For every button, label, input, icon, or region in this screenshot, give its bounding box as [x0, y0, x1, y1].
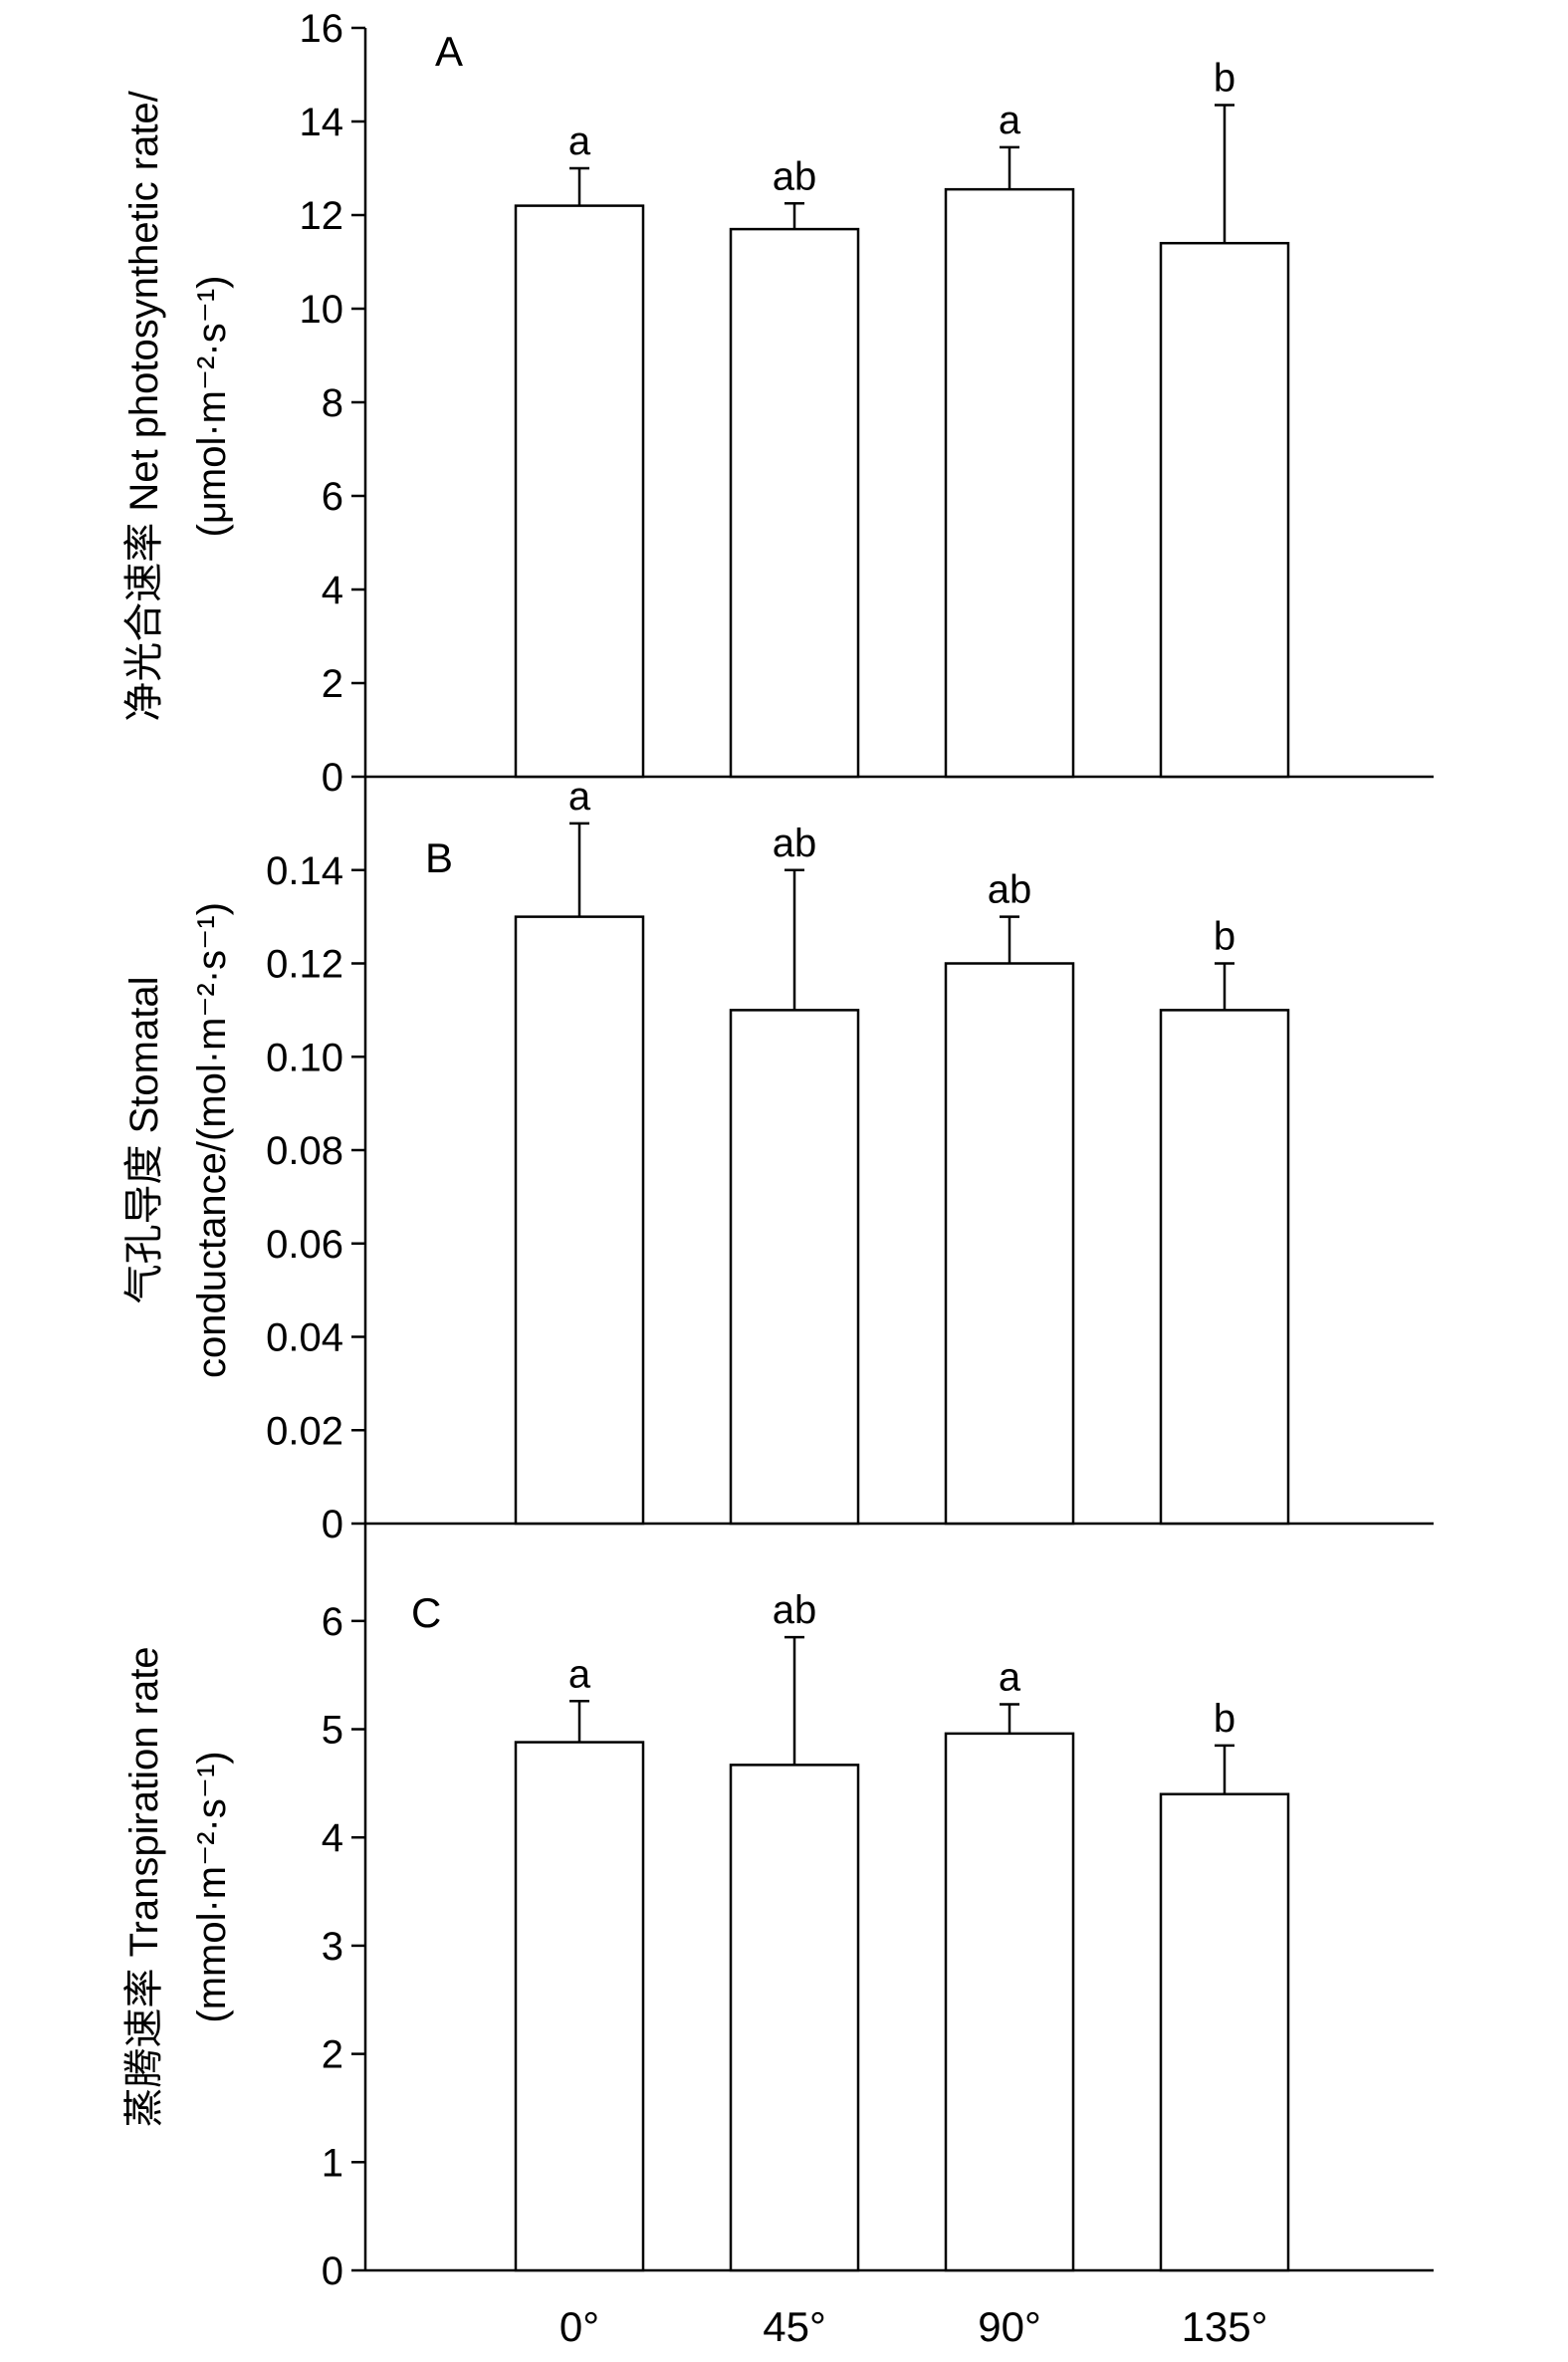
panel-b-y-tick-label: 0: [322, 1503, 343, 1546]
panel-a-significance-label: a: [999, 99, 1021, 142]
panel-c: C 蒸腾速率 Transpiration rate (mmol·m⁻²·s⁻¹): [122, 1589, 441, 2128]
panel-a-y-tick-label: 2: [322, 662, 343, 706]
panel-b-y-tick-label: 0.14: [266, 849, 343, 893]
panel-b-significance-label: a: [568, 775, 591, 819]
panel-b-letter: B: [425, 834, 453, 881]
panel-c-ylabel-line1: 蒸腾速率 Transpiration rate: [122, 1646, 166, 2127]
panel-a-ylabel-line2: (μmol·m⁻²·s⁻¹): [190, 276, 234, 538]
panel-a-ylabel: 净光合速率 Net photosynthetic rate/ (μmol·m⁻²…: [122, 90, 234, 721]
panel-c-bar: [514, 1741, 645, 2272]
panel-a: A 净光合速率 Net photosynthetic rate/ (μmol·m…: [122, 28, 463, 722]
panel-b: B 气孔导度 Stomatal conductance/(mol·m⁻²·s⁻¹…: [122, 834, 453, 1378]
panel-b-significance-label: b: [1214, 915, 1235, 959]
panel-a-y-tick-label: 12: [300, 194, 344, 238]
panel-c-y-tick-label: 1: [322, 2141, 343, 2185]
panel-b-bar: [729, 1009, 860, 1526]
panel-b-significance-label: ab: [773, 822, 817, 865]
panel-b-y-tick-label: 0.08: [266, 1129, 343, 1173]
panel-b-plot: 0 0.02 0.04 0.06 0.08 0.10 0.12 0.14 a ab ab b: [266, 775, 1434, 1546]
panel-a-y-tick-label: 16: [300, 7, 344, 51]
panel-a-y-tick-label: 6: [322, 475, 343, 519]
panel-c-significance-label: ab: [773, 1588, 817, 1632]
panel-a-ylabel-line1: 净光合速率 Net photosynthetic rate/: [122, 90, 166, 721]
panel-a-letter: A: [435, 28, 463, 75]
panel-b-y-tick-label: 0.12: [266, 943, 343, 987]
panel-c-y-tick-label: 5: [322, 1709, 343, 1753]
panel-c-y-tick-label: 4: [322, 1816, 343, 1860]
panel-c-significance-label: b: [1214, 1697, 1235, 1741]
x-category-label: 45°: [763, 2303, 826, 2350]
panel-b-y-tick-label: 0.10: [266, 1036, 343, 1079]
panel-a-y-tick-label: 14: [300, 101, 344, 144]
panel-b-y-tick-label: 0.02: [266, 1409, 343, 1453]
x-axis-labels: 0° 45° 90° 135°: [560, 2303, 1268, 2350]
panel-c-ylabel: 蒸腾速率 Transpiration rate (mmol·m⁻²·s⁻¹): [122, 1646, 234, 2127]
panel-a-y-tick-label: 10: [300, 288, 344, 332]
panel-b-ylabel: 气孔导度 Stomatal conductance/(mol·m⁻²·s⁻¹): [122, 902, 234, 1378]
panel-b-significance-label: ab: [988, 868, 1032, 912]
panel-a-significance-label: b: [1214, 57, 1235, 101]
panel-c-significance-label: a: [999, 1656, 1021, 1700]
panel-c-significance-label: a: [568, 1652, 591, 1696]
panel-a-bar: [944, 187, 1075, 779]
panel-a-significance-label: a: [568, 119, 591, 163]
x-category-label: 90°: [978, 2303, 1041, 2350]
panel-c-y-tick-label: 3: [322, 1925, 343, 1969]
panel-b-ylabel-line1: 气孔导度 Stomatal: [122, 977, 166, 1304]
panel-b-y-tick-label: 0.04: [266, 1316, 343, 1360]
panel-a-bar: [729, 227, 860, 779]
x-category-label: 0°: [560, 2303, 599, 2350]
panel-a-bar: [514, 204, 645, 779]
panel-c-letter: C: [411, 1589, 441, 1636]
panel-a-significance-label: ab: [773, 154, 817, 198]
panel-b-bar: [514, 915, 645, 1526]
panel-b-ylabel-line2: conductance/(mol·m⁻²·s⁻¹): [190, 902, 234, 1378]
panel-b-bar: [1159, 1009, 1290, 1526]
panel-a-y-tick-label: 4: [322, 569, 343, 612]
panel-b-y-tick-label: 0.06: [266, 1223, 343, 1267]
panel-a-y-tick-label: 8: [322, 381, 343, 425]
panel-c-bar: [729, 1764, 860, 2272]
x-category-label: 135°: [1182, 2303, 1268, 2350]
panel-c-bar: [944, 1732, 1075, 2272]
panel-b-bar: [944, 962, 1075, 1526]
panel-c-y-tick-label: 6: [322, 1600, 343, 1644]
panel-c-y-tick-label: 0: [322, 2249, 343, 2293]
panel-a-y-tick-label: 0: [322, 756, 343, 800]
panel-c-ylabel-line2: (mmol·m⁻²·s⁻¹): [190, 1751, 234, 2022]
panel-a-bar: [1159, 241, 1290, 779]
panel-c-y-tick-label: 2: [322, 2033, 343, 2077]
panel-c-bar: [1159, 1792, 1290, 2272]
